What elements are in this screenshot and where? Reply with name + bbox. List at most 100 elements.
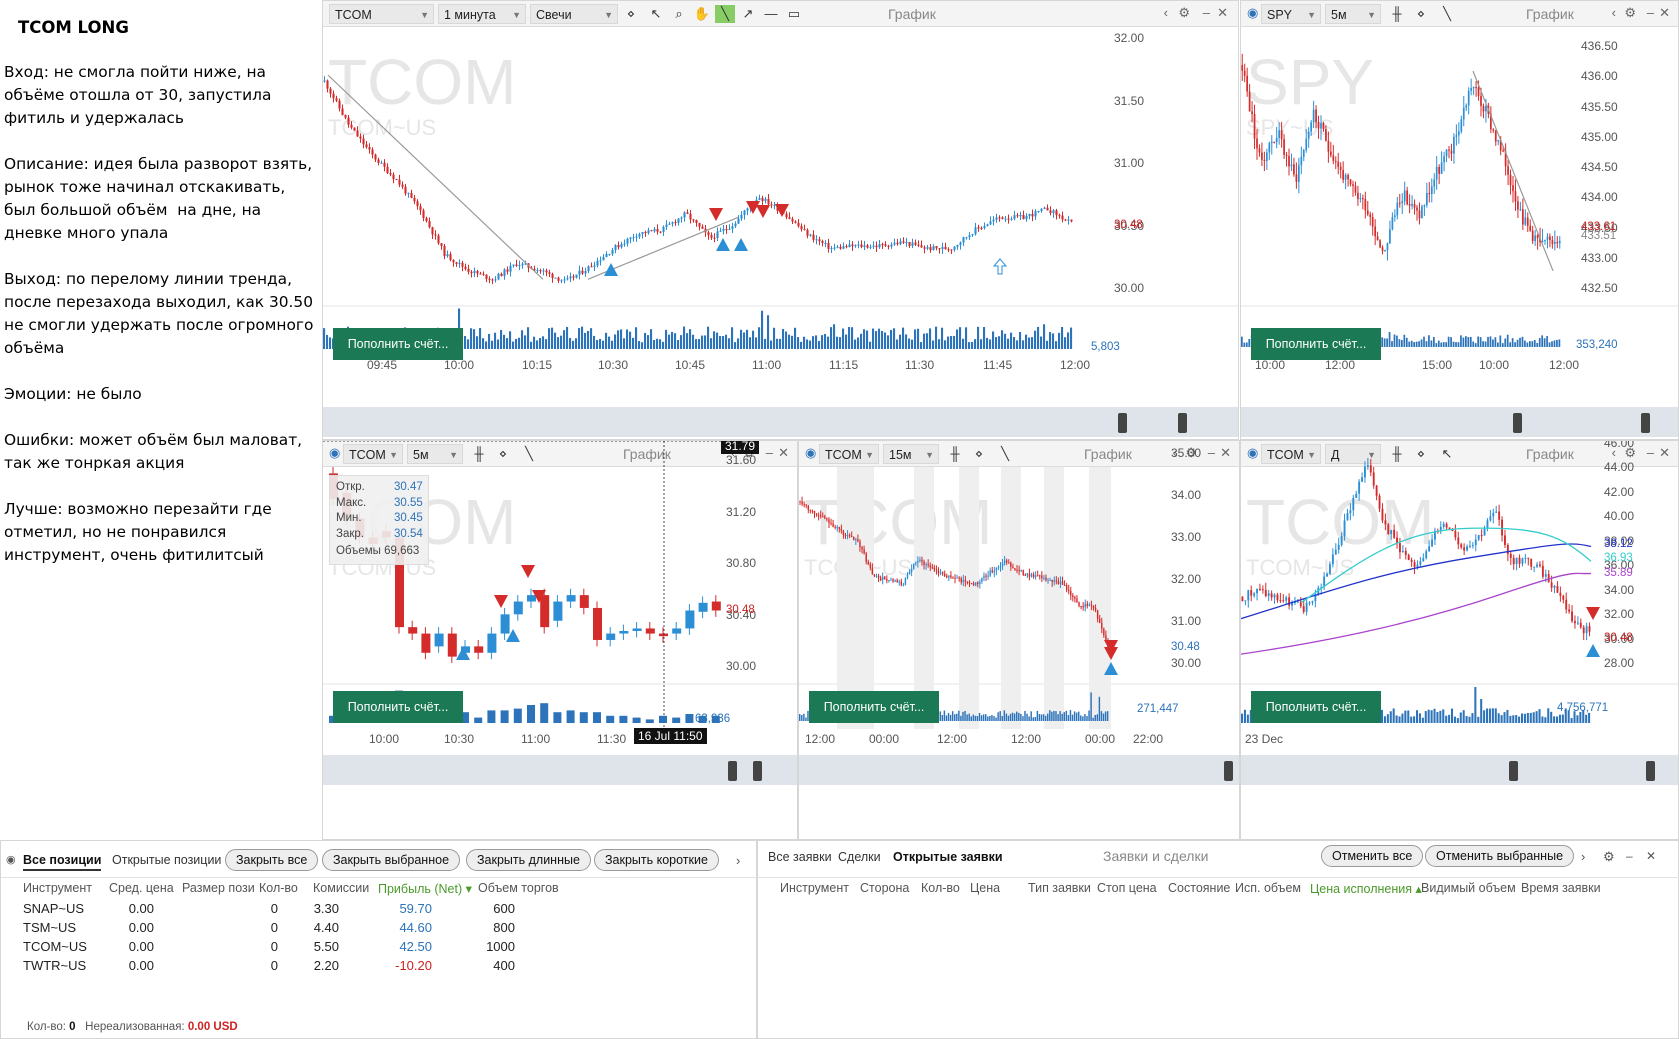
col-stop-price[interactable]: Стоп цена: [1097, 881, 1157, 895]
candles-icon[interactable]: ╫: [950, 446, 960, 461]
chevron-right-icon[interactable]: ›: [736, 853, 741, 868]
candles-icon[interactable]: ╫: [1392, 6, 1402, 21]
col-profit[interactable]: Прибыль (Net) ▾: [378, 881, 472, 896]
scroll-handle-left[interactable]: [1118, 413, 1127, 433]
chart-scrollbar[interactable]: [1241, 407, 1678, 437]
col-state[interactable]: Состояние: [1168, 881, 1231, 895]
scroll-handle-right[interactable]: [1641, 413, 1650, 433]
col-volume[interactable]: Объем торгов: [478, 881, 559, 895]
minimize-icon[interactable]: –: [1646, 5, 1654, 20]
rectangle-icon[interactable]: ▭: [787, 6, 801, 21]
candles-icon[interactable]: ╫: [474, 446, 484, 461]
link-icon[interactable]: ◉: [6, 854, 16, 866]
scroll-handle-right[interactable]: [1646, 761, 1655, 781]
gear-icon[interactable]: ⚙: [1185, 445, 1197, 460]
col-visible-volume[interactable]: Видимый объем: [1421, 881, 1516, 895]
scroll-handle-right[interactable]: [1178, 413, 1187, 433]
chart-scrollbar[interactable]: [323, 755, 797, 785]
cursor-icon[interactable]: ↖: [1441, 446, 1453, 461]
tab-open-orders[interactable]: Открытые заявки: [893, 850, 1003, 864]
indicators-icon[interactable]: ⋄: [626, 6, 636, 21]
close-long-button[interactable]: Закрыть длинные: [466, 849, 591, 871]
close-icon[interactable]: ✕: [1659, 445, 1670, 460]
minimize-icon[interactable]: –: [1202, 5, 1210, 20]
gear-icon[interactable]: ⚙: [1624, 5, 1636, 20]
col-instrument[interactable]: Инструмент: [780, 881, 849, 895]
close-selected-button[interactable]: Закрыть выбранное: [322, 849, 461, 871]
price-chart[interactable]: [799, 441, 1240, 840]
fund-account-button[interactable]: Пополнить счёт...: [333, 328, 463, 360]
timeframe-selector[interactable]: 5м ▼: [407, 444, 463, 464]
timeframe-selector[interactable]: 5м ▼: [1325, 4, 1381, 24]
scroll-handle-left[interactable]: [1509, 761, 1518, 781]
timeframe-selector[interactable]: 1 минута ▼: [438, 4, 526, 24]
price-chart[interactable]: [1241, 1, 1679, 440]
tab-open-positions[interactable]: Открытые позиции: [112, 853, 222, 867]
close-short-button[interactable]: Закрыть короткие: [594, 849, 719, 871]
col-commission[interactable]: Комиссии: [313, 881, 370, 895]
price-chart[interactable]: [323, 1, 1239, 440]
minimize-icon[interactable]: –: [1207, 445, 1215, 460]
chart-panel-tcom-1m[interactable]: TCOM ▼ 1 минута ▼ Свечи ▼ ⋄ ↖ ⌕ ✋ ╲ ↗ — ▭ Г…: [322, 0, 1239, 440]
close-icon[interactable]: ✕: [1220, 445, 1231, 460]
trendline-icon[interactable]: ╲: [525, 446, 533, 461]
chart-panel-tcom-daily[interactable]: ◉ TCOM ▼ Д ▼ ╫ ⋄ ↖ График ‹ ⚙ – ✕ TCOM TCO…: [1240, 440, 1679, 840]
minimize-icon[interactable]: –: [1646, 445, 1654, 460]
col-avg-price[interactable]: Сред. цена: [109, 881, 174, 895]
close-all-button[interactable]: Закрыть все: [225, 849, 319, 871]
fund-account-button[interactable]: Пополнить счёт...: [809, 691, 939, 723]
symbol-selector[interactable]: TCOM ▼: [329, 4, 434, 24]
indicators-icon[interactable]: ⋄: [498, 446, 508, 461]
hline-icon[interactable]: —: [764, 6, 778, 21]
chart-panel-tcom-5m[interactable]: ◉ TCOM▼ 5м▼ ╫ ⋄ ╲ График ‹ ⚙ – ✕ TCOM TC…: [322, 440, 798, 840]
fund-account-button[interactable]: Пополнить счёт...: [333, 691, 463, 723]
chart-scrollbar[interactable]: [1241, 755, 1678, 785]
close-icon[interactable]: ✕: [1217, 5, 1228, 20]
chart-panel-tcom-15m[interactable]: ◉ TCOM▼ 15м▼ ╫ ⋄ ╲ График ‹ ⚙ – ✕ TCOM T…: [798, 440, 1240, 840]
chevron-right-icon[interactable]: ›: [1581, 849, 1586, 864]
close-icon[interactable]: ✕: [1646, 849, 1657, 863]
chart-scrollbar[interactable]: [799, 755, 1239, 785]
col-filled-volume[interactable]: Исп. объем: [1235, 881, 1302, 895]
chart-scrollbar[interactable]: [323, 407, 1238, 437]
minimize-icon[interactable]: –: [1626, 849, 1633, 863]
symbol-selector[interactable]: TCOM ▼: [343, 444, 403, 464]
gear-icon[interactable]: ⚙: [1603, 849, 1615, 864]
link-icon[interactable]: ◉: [1247, 5, 1259, 20]
col-position-size[interactable]: Размер пози: [182, 881, 255, 895]
chart-panel-spy-5m[interactable]: ◉ SPY ▼ 5м ▼ ╫ ⋄ ╲ График ‹ ⚙ – ✕ SPY SPY~…: [1240, 0, 1679, 440]
col-instrument[interactable]: Инструмент: [23, 881, 92, 895]
cursor-icon[interactable]: ↖: [650, 6, 662, 21]
cancel-all-button[interactable]: Отменить все: [1321, 845, 1424, 867]
trendline-icon[interactable]: ╲: [715, 5, 735, 23]
minimize-icon[interactable]: –: [765, 445, 773, 460]
scroll-handle[interactable]: [1224, 761, 1233, 781]
gear-icon[interactable]: ⚙: [1624, 445, 1636, 460]
chart-type-selector[interactable]: Свечи ▼: [530, 4, 618, 24]
scroll-handle-left[interactable]: [1513, 413, 1522, 433]
scroll-handle-left[interactable]: [728, 761, 737, 781]
col-qty[interactable]: Кол-во: [259, 881, 298, 895]
zoom-icon[interactable]: ⌕: [675, 6, 683, 21]
cancel-selected-button[interactable]: Отменить выбранные: [1425, 845, 1575, 867]
indicators-icon[interactable]: ⋄: [1416, 6, 1426, 21]
fund-account-button[interactable]: Пополнить счёт...: [1251, 328, 1381, 360]
scroll-handle-right[interactable]: [753, 761, 762, 781]
tab-trades[interactable]: Сделки: [838, 850, 881, 864]
col-order-type[interactable]: Тип заявки: [1028, 881, 1091, 895]
symbol-selector[interactable]: TCOM ▼: [819, 444, 879, 464]
col-price[interactable]: Цена: [970, 881, 1001, 895]
chevron-left-icon[interactable]: ‹: [1611, 445, 1616, 460]
tab-all-positions[interactable]: Все позиции: [23, 853, 102, 871]
col-side[interactable]: Сторона: [860, 881, 910, 895]
link-icon[interactable]: ◉: [805, 445, 817, 460]
link-icon[interactable]: ◉: [1247, 445, 1259, 460]
symbol-selector[interactable]: TCOM ▼: [1261, 444, 1321, 464]
col-order-time[interactable]: Время заявки: [1521, 881, 1601, 895]
fund-account-button[interactable]: Пополнить счёт...: [1251, 691, 1381, 723]
chevron-left-icon[interactable]: ‹: [1172, 445, 1177, 460]
symbol-selector[interactable]: SPY ▼: [1261, 4, 1321, 24]
indicators-icon[interactable]: ⋄: [974, 446, 984, 461]
close-icon[interactable]: ✕: [1659, 5, 1670, 20]
gear-icon[interactable]: ⚙: [1178, 5, 1190, 20]
